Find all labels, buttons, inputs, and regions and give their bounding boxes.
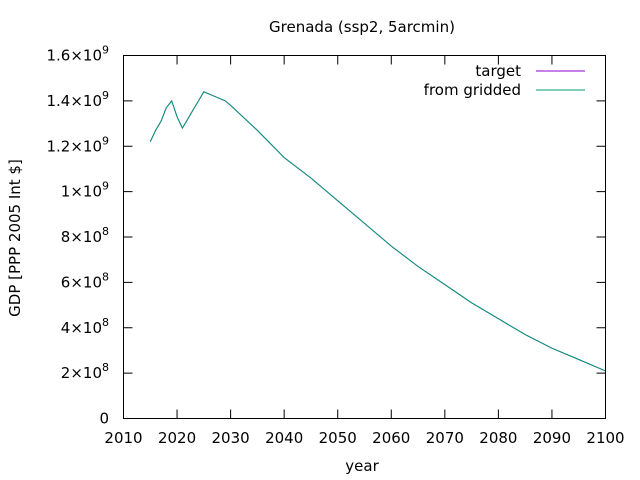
x-tick-label: 2100 — [586, 429, 624, 447]
y-tick-label: 0 — [99, 410, 109, 428]
legend-label-target: target — [475, 62, 521, 80]
legend-label-from-gridded: from gridded — [424, 81, 521, 99]
x-tick-label: 2060 — [372, 429, 410, 447]
series-line-from-gridded — [149, 91, 606, 372]
y-tick-label: 4×108 — [61, 316, 109, 337]
plot-frame — [123, 55, 606, 419]
y-tick-label: 1×109 — [61, 180, 109, 201]
series-lines — [149, 91, 606, 372]
y-tick-label: 6×108 — [61, 270, 109, 291]
x-tick-label: 2030 — [212, 429, 250, 447]
x-tick-label: 2090 — [533, 429, 571, 447]
x-axis-ticks: 2010 2020 2030 2040 2050 2060 2070 2080 2090 2100 — [104, 55, 625, 447]
x-tick-label: 2040 — [265, 429, 303, 447]
chart-title: Grenada (ssp2, 5arcmin) — [269, 18, 455, 36]
y-tick-label: 8×108 — [61, 225, 109, 246]
y-tick-label: 1.6×109 — [46, 44, 109, 65]
x-tick-label: 2010 — [104, 429, 142, 447]
y-axis-label: GDP [PPP 2005 Int $] — [6, 159, 24, 317]
y-tick-label: 1.4×109 — [46, 89, 109, 110]
x-tick-label: 2070 — [426, 429, 464, 447]
y-tick-label: 2×108 — [61, 361, 109, 382]
x-axis-label: year — [345, 457, 379, 475]
y-tick-label: 1.2×109 — [46, 134, 109, 155]
x-tick-label: 2050 — [319, 429, 357, 447]
x-tick-label: 2080 — [479, 429, 517, 447]
y-axis-ticks: 0 2×108 4×108 6×108 8×108 1×109 1.2×109 1.4×109… — [46, 44, 606, 428]
x-tick-label: 2020 — [158, 429, 196, 447]
